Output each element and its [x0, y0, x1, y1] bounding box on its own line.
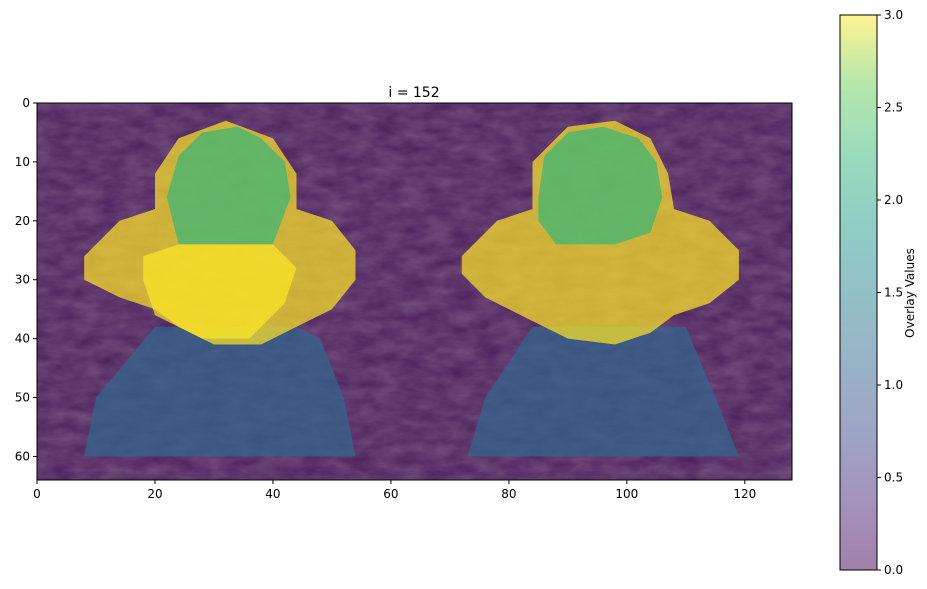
x-axis: 0 20 40 60 80 100 120 [33, 480, 756, 501]
y-axis: 0 10 20 30 40 50 60 [15, 96, 37, 463]
x-tick-label: 80 [501, 487, 516, 501]
x-tick-label: 40 [265, 487, 280, 501]
plot-area [37, 103, 792, 480]
y-tick-label: 0 [22, 96, 30, 110]
colorbar-label: Overlay Values [903, 248, 917, 338]
left-bright-region-3 [143, 244, 297, 339]
x-tick-label: 0 [33, 487, 41, 501]
left-lower-region-0 [84, 326, 356, 457]
colorbar-tick-label: 1.0 [884, 378, 903, 392]
colorbar-ticks: 0.0 0.5 1.0 1.5 2.0 2.5 3.0 [877, 8, 903, 577]
colorbar-tick-label: 2.0 [884, 193, 903, 207]
colorbar-tick-label: 2.5 [884, 101, 903, 115]
colorbar-tick-label: 0.0 [884, 563, 903, 577]
right-top-region-6 [538, 126, 663, 245]
y-tick-label: 60 [15, 449, 30, 463]
colorbar-tick-label: 1.5 [884, 286, 903, 300]
y-tick-label: 20 [15, 214, 30, 228]
colorbar-tick-label: 3.0 [884, 8, 903, 22]
y-tick-label: 10 [15, 155, 30, 169]
y-tick-label: 30 [15, 273, 30, 287]
chart-title: i = 152 [388, 85, 439, 101]
left-top-region-2 [166, 126, 291, 245]
colorbar-tick-label: 0.5 [884, 471, 903, 485]
plot-frame [36, 102, 793, 481]
y-tick-label: 40 [15, 332, 30, 346]
colorbar: 0.0 0.5 1.0 1.5 2.0 2.5 3.0 Overlay Values [839, 8, 917, 577]
x-tick-label: 120 [733, 487, 756, 501]
colorbar-gradient [840, 15, 877, 570]
x-tick-label: 100 [615, 487, 638, 501]
right-lower-region-4 [467, 326, 739, 457]
overlay-regions [84, 120, 739, 457]
x-tick-label: 60 [383, 487, 398, 501]
y-tick-label: 50 [15, 391, 30, 405]
x-tick-label: 20 [147, 487, 162, 501]
